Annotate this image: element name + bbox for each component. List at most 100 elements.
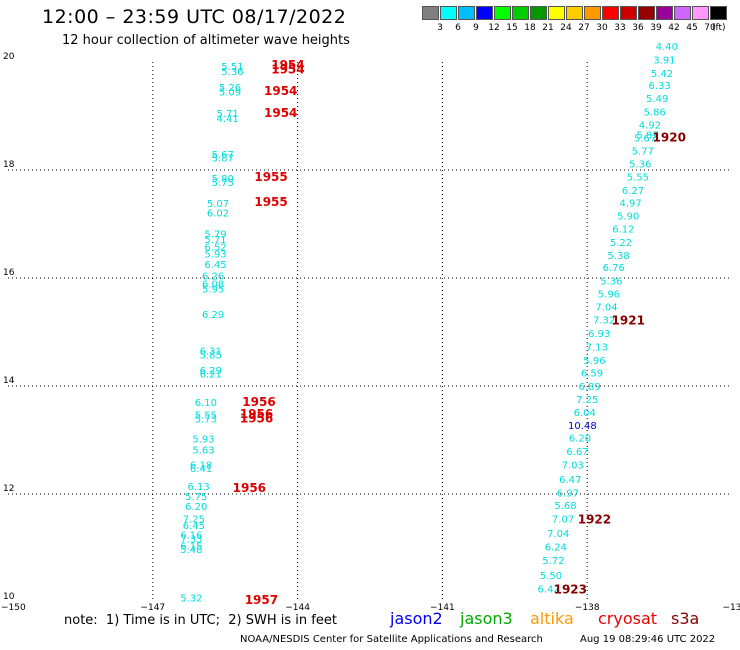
pass-time-label: 1954 [264, 106, 297, 120]
swh-value-label: 6.20 [185, 502, 207, 513]
swh-value-label: 4.41 [216, 114, 238, 125]
swh-value-label: 6.13 [188, 482, 210, 493]
color-scale-label: 15 [506, 23, 518, 33]
pass-time-label: 1957 [245, 593, 278, 607]
swh-value-label: 6.10 [195, 398, 217, 409]
swh-value-label: 6.08 [202, 279, 224, 290]
swh-value-label: 5.36 [221, 67, 243, 78]
color-swatch [710, 6, 727, 20]
color-scale-label: 18 [524, 23, 536, 33]
swh-value-label: 6.04 [574, 408, 596, 419]
color-scale-label: 6 [455, 23, 461, 33]
pass-time-label: 1954 [271, 62, 304, 76]
swh-value-label: 5.67 [212, 150, 234, 161]
swh-value-label: 5.87 [212, 154, 234, 165]
swh-value-label: 5.55 [627, 172, 649, 183]
color-scale-label: 30 [596, 23, 608, 33]
color-scale-label: 70 [704, 23, 716, 33]
swh-value-label: 7.07 [552, 514, 574, 525]
swh-value-label: 4.97 [620, 198, 642, 209]
color-swatch [656, 6, 673, 20]
swh-value-label: 7.25 [576, 395, 598, 406]
swh-value-label: 7.13 [586, 343, 608, 354]
swh-value-label: 6.33 [648, 81, 670, 92]
swh-value-label: 6.24 [545, 542, 567, 553]
swh-value-label: 5.67 [634, 134, 656, 145]
y-tick-label: 20 [3, 52, 15, 62]
pass-time-label: 1955 [254, 170, 287, 184]
swh-value-label: 5.87 [636, 130, 658, 141]
x-tick-label: −144 [285, 603, 310, 613]
color-swatch [566, 6, 583, 20]
swh-value-label: 5.49 [646, 94, 668, 105]
swh-value-label: 5.77 [632, 147, 654, 158]
x-tick-label: −141 [430, 603, 455, 613]
chart-title: 12:00 – 23:59 UTC 08/17/2022 [42, 6, 347, 28]
swh-value-label: 5.75 [185, 492, 207, 503]
swh-value-label: 5.22 [610, 238, 632, 249]
legend-cryosat: cryosat [598, 609, 658, 628]
swh-value-label: 5.07 [207, 199, 229, 210]
color-scale-label: 12 [488, 23, 500, 33]
pass-time-label: 1954 [271, 58, 304, 72]
swh-value-label: 5.75 [212, 178, 234, 189]
swh-value-label: 5.72 [542, 556, 564, 567]
color-swatch [422, 6, 439, 20]
swh-value-label: 6.52 [204, 243, 226, 254]
swh-value-label: 6.15 [180, 541, 202, 552]
pass-time-label: 1956 [233, 481, 266, 495]
color-scale-label: 9 [473, 23, 479, 33]
color-swatch [692, 6, 709, 20]
swh-value-label: 5.42 [651, 69, 673, 80]
swh-value-label: 6.26 [202, 271, 224, 282]
pass-time-label: 1956 [240, 407, 273, 421]
legend-jason2: jason2 [390, 609, 443, 628]
generated-timestamp: Aug 19 08:29:46 UTC 2022 [580, 634, 716, 645]
color-swatch [620, 6, 637, 20]
swh-value-label: 6.97 [557, 488, 579, 499]
color-swatch [458, 6, 475, 20]
x-tick-label: −138 [575, 603, 600, 613]
pass-time-label: 1920 [653, 131, 686, 145]
swh-value-label: 6.12 [612, 224, 634, 235]
swh-value-label: 6.45 [204, 260, 226, 271]
x-tick-label: −147 [140, 603, 165, 613]
swh-value-label: 5.96 [598, 290, 620, 301]
swh-value-label: 6.16 [180, 531, 202, 542]
swh-value-label: 5.68 [554, 501, 576, 512]
swh-value-label: 5.86 [644, 108, 666, 119]
swh-value-label: 5.09 [219, 88, 241, 99]
swh-value-label: 6.76 [603, 263, 625, 274]
swh-value-label: 5.48 [180, 545, 202, 556]
swh-value-label: 7.04 [547, 529, 569, 540]
swh-value-label: 5.93 [204, 250, 226, 261]
swh-value-label: 6.31 [200, 346, 222, 357]
swh-value-label: 5.73 [195, 414, 217, 425]
pass-time-label: 1921 [612, 314, 645, 328]
swh-value-label: 6.21 [200, 370, 222, 381]
color-scale-label: 39 [650, 23, 662, 33]
swh-value-label: 5.71 [204, 235, 226, 246]
color-swatch [476, 6, 493, 20]
credit-line: NOAA/NESDIS Center for Satellite Applica… [240, 634, 543, 645]
swh-value-label: 6.27 [622, 186, 644, 197]
swh-value-label: 5.38 [607, 251, 629, 262]
swh-value-label: 6.29 [202, 310, 224, 321]
swh-value-label: 6.02 [207, 209, 229, 220]
swh-value-label: 5.32 [180, 594, 202, 605]
swh-value-label: 7.25 [183, 514, 205, 525]
color-scale-label: 27 [578, 23, 590, 33]
color-swatch [602, 6, 619, 20]
pass-time-label: 1923 [554, 583, 587, 597]
swh-value-label: 5.55 [195, 411, 217, 422]
x-tick-label: −13 [723, 603, 740, 613]
swh-value-label: 6.93 [588, 329, 610, 340]
swh-value-label: 5.79 [204, 230, 226, 241]
swh-value-label: 4.40 [656, 42, 678, 53]
swh-value-label: 5.50 [540, 571, 562, 582]
y-tick-label: 16 [3, 268, 15, 278]
swh-value-label: 6.18 [190, 460, 212, 471]
color-scale-label: 45 [686, 23, 698, 33]
swh-value-label: 6.67 [566, 447, 588, 458]
